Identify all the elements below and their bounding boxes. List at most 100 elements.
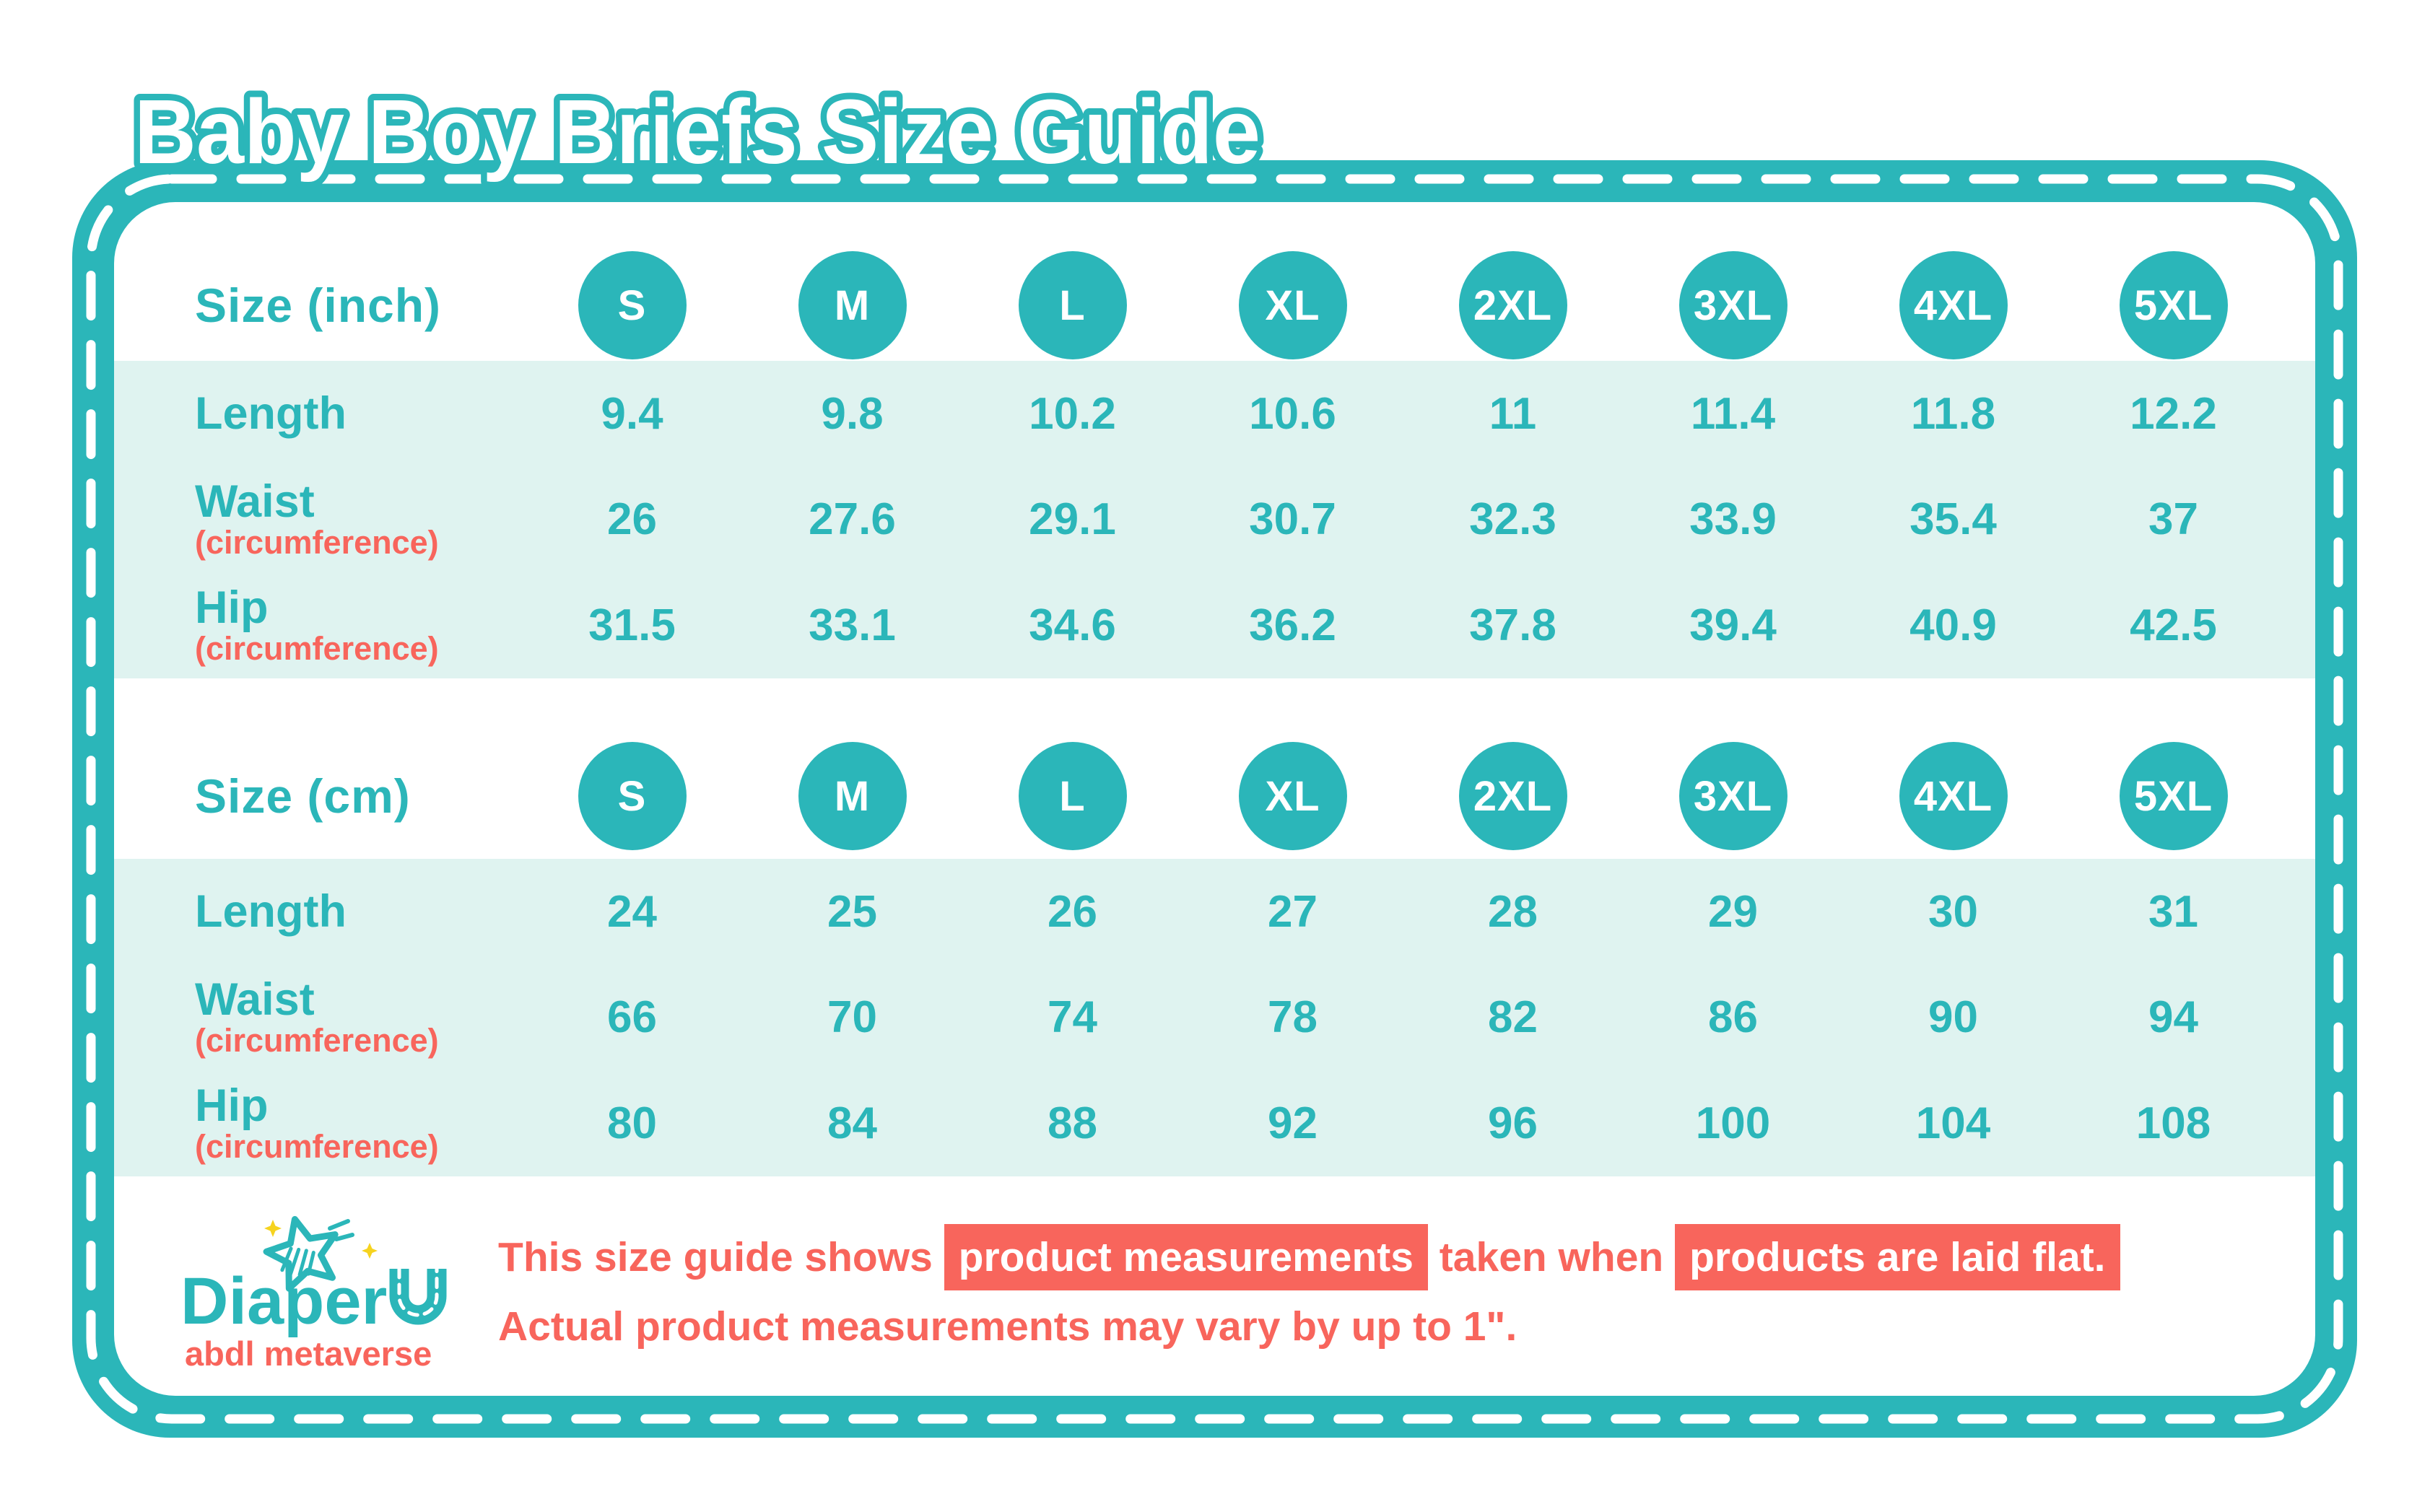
row-label: Hip	[195, 582, 269, 633]
size-header-inch: Size (inch) S M L XL 2XL 3XL 4XL 5XL	[114, 250, 2315, 360]
size-unit-label: Size (cm)	[195, 769, 411, 823]
measurement-value: 74	[1048, 992, 1097, 1043]
size-badge-label: L	[1059, 772, 1086, 820]
measurement-value: 27	[1268, 886, 1318, 937]
disclaimer-text: Actual product measurements may vary by …	[498, 1303, 1517, 1350]
measurement-value: 96	[1488, 1098, 1538, 1149]
size-badge-label: S	[617, 281, 647, 329]
measurement-value: 78	[1268, 992, 1318, 1043]
size-badge-label: 3XL	[1693, 772, 1773, 820]
sparkle-star-icon	[264, 1220, 282, 1237]
measurement-value: 31.5	[588, 600, 676, 651]
size-unit-label: Size (inch)	[195, 279, 442, 332]
size-badge-label: 4XL	[1913, 281, 1993, 329]
size-badge-3xl: 3XL	[1678, 742, 1787, 850]
size-badge-label: 2XL	[1473, 772, 1553, 820]
size-badge-2xl: 2XL	[1458, 742, 1567, 850]
row-label-cell: Length	[114, 361, 522, 467]
measurement-value: 26	[1048, 886, 1097, 937]
row-sublabel: (circumference)	[195, 1127, 439, 1165]
size-guide-panel: Size (inch) S M L XL 2XL 3XL 4XL 5XL Length 9.4 9.…	[72, 160, 2357, 1438]
row-label-cell: Length	[114, 859, 522, 965]
measurement-value: 42.5	[2130, 600, 2217, 651]
measurement-value: 92	[1268, 1098, 1318, 1149]
measurement-value: 11.4	[1690, 388, 1776, 439]
measurement-value: 33.1	[809, 600, 896, 651]
measurement-value: 88	[1048, 1098, 1097, 1149]
measurement-value: 70	[827, 992, 877, 1043]
logo-tagline-text: abdl metaverse	[185, 1334, 432, 1373]
measurement-value: 100	[1695, 1098, 1771, 1149]
size-badge-l: L	[1018, 251, 1127, 359]
measurement-value: 28	[1488, 886, 1538, 937]
size-badge-xl: XL	[1238, 251, 1347, 359]
size-badge-label: 4XL	[1913, 772, 1993, 820]
measurement-value: 29	[1708, 886, 1758, 937]
size-badge-2xl: 2XL	[1458, 251, 1567, 359]
page-title: Baby Boy Briefs Size Guide	[128, 74, 1267, 189]
measurement-value: 108	[2135, 1098, 2211, 1149]
size-badge-label: 3XL	[1693, 281, 1773, 329]
logo-star-doodle	[263, 1215, 378, 1292]
logo-u-mark	[389, 1267, 447, 1325]
measurement-value: 84	[827, 1098, 877, 1149]
size-badge-label: M	[834, 772, 871, 820]
size-badge-label: M	[834, 281, 871, 329]
measurement-value: 37.8	[1469, 600, 1556, 651]
measurement-value: 34.6	[1029, 600, 1116, 651]
measurement-value: 82	[1488, 992, 1538, 1043]
disclaimer: This size guide shows product measuremen…	[498, 1223, 2332, 1361]
measurement-value: 32.3	[1469, 494, 1556, 545]
row-sublabel: (circumference)	[195, 1021, 439, 1059]
cm-measurements-band: Length 24 25 26 27 28 29 30 31 Waist (circumferenc…	[114, 859, 2315, 1176]
size-badge-s: S	[578, 742, 687, 850]
measurement-value: 36.2	[1249, 600, 1336, 651]
measurement-value: 9.8	[821, 388, 884, 439]
disclaimer-highlight: products are laid flat.	[1675, 1224, 2120, 1290]
size-badge-4xl: 4XL	[1899, 742, 2008, 850]
measurement-value: 25	[827, 886, 877, 937]
size-badge-label: XL	[1265, 281, 1320, 329]
measurement-value: 31	[2148, 886, 2198, 937]
size-badge-m: M	[798, 742, 907, 850]
measurement-value: 94	[2148, 992, 2198, 1043]
size-badge-label: 2XL	[1473, 281, 1553, 329]
row-label: Length	[195, 886, 347, 938]
measurement-value: 11.8	[1910, 388, 1996, 439]
measurement-value: 27.6	[809, 494, 896, 545]
measurement-value: 90	[1928, 992, 1978, 1043]
measurement-value: 9.4	[601, 388, 663, 439]
size-badge-label: XL	[1265, 772, 1320, 820]
measurement-value: 40.9	[1909, 600, 1997, 651]
sparkle-star-icon	[362, 1243, 378, 1259]
measurement-value: 104	[1915, 1098, 1991, 1149]
size-badge-s: S	[578, 251, 687, 359]
size-badge-l: L	[1018, 742, 1127, 850]
size-badge-5xl: 5XL	[2119, 251, 2228, 359]
disclaimer-text: This size guide shows	[498, 1234, 944, 1280]
measurement-value: 33.9	[1689, 494, 1777, 545]
measurement-value: 80	[607, 1098, 657, 1149]
row-label: Waist	[195, 476, 315, 527]
disclaimer-text: taken when	[1427, 1234, 1676, 1280]
page-title-text: Baby Boy Briefs Size Guide	[134, 81, 1260, 183]
measurement-value: 30	[1928, 886, 1978, 937]
row-sublabel: (circumference)	[195, 629, 439, 667]
measurement-value: 12.2	[2130, 388, 2217, 439]
row-label-cell: Hip (circumference)	[114, 1070, 522, 1176]
row-sublabel: (circumference)	[195, 523, 439, 561]
logo-brand-text: Diaper	[180, 1264, 387, 1338]
row-label: Waist	[195, 974, 315, 1025]
disclaimer-line: This size guide shows product measuremen…	[498, 1223, 2332, 1292]
size-badge-5xl: 5XL	[2119, 742, 2228, 850]
measurement-value: 10.2	[1029, 388, 1116, 439]
size-header-cm: Size (cm) S M L XL 2XL 3XL 4XL 5XL	[114, 741, 2315, 851]
measurement-value: 37	[2148, 494, 2198, 545]
measurement-value: 29.1	[1029, 494, 1116, 545]
star-hatch-lines	[280, 1246, 315, 1277]
measurement-value: 24	[607, 886, 657, 937]
row-label-cell: Hip (circumference)	[114, 572, 522, 678]
brand-logo: Diaper abdl metaverse	[180, 1215, 466, 1378]
measurement-value: 26	[607, 494, 657, 545]
measurement-value: 39.4	[1689, 600, 1777, 651]
